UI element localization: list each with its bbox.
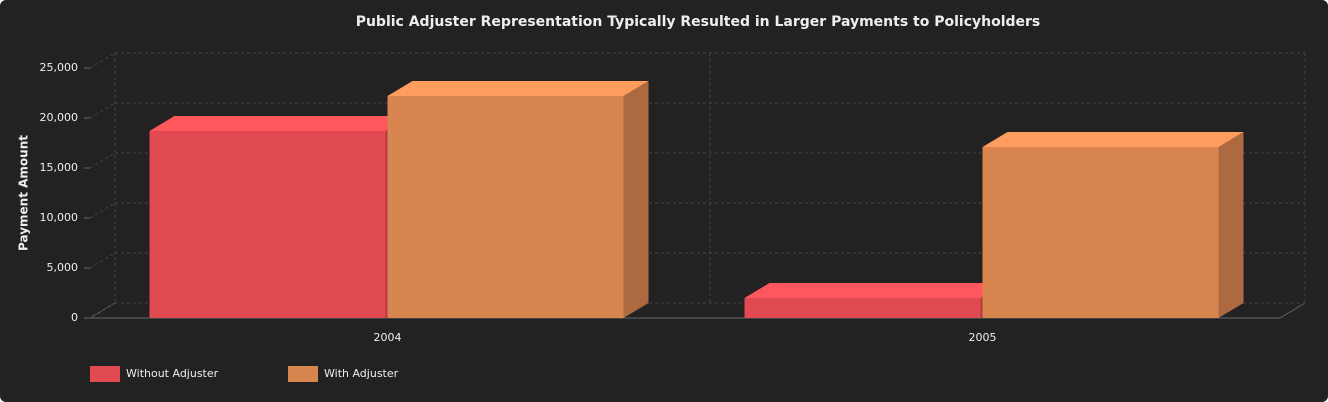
bar-top	[982, 132, 1244, 147]
y-tick-label: 10,000	[40, 211, 79, 224]
x-tick-label: 2004	[374, 331, 402, 344]
y-tick-label: 20,000	[40, 111, 79, 124]
grid-line-depth	[89, 302, 116, 319]
y-tick-label: 0	[71, 311, 78, 324]
bar	[387, 96, 624, 318]
bar-side	[623, 81, 649, 318]
bar	[744, 298, 981, 318]
grid-line-depth	[89, 202, 116, 219]
grid-line-depth	[89, 102, 116, 119]
legend-label: Without Adjuster	[126, 367, 219, 380]
bar-top	[149, 116, 411, 131]
y-tick-label: 5,000	[47, 261, 79, 274]
y-tick-label: 25,000	[40, 61, 79, 74]
x-tick-label: 2005	[969, 331, 997, 344]
bar	[982, 147, 1219, 318]
grid-line-depth	[89, 252, 116, 269]
legend-swatch[interactable]	[90, 366, 120, 382]
chart-title: Public Adjuster Representation Typically…	[356, 14, 1041, 30]
bar-top	[744, 283, 1006, 298]
y-axis-label: Payment Amount	[17, 135, 31, 251]
bar-top	[387, 81, 649, 96]
legend-swatch[interactable]	[288, 366, 318, 382]
grid-line-depth	[89, 52, 116, 69]
bar-side	[1218, 132, 1244, 318]
grid-line-depth	[89, 152, 116, 169]
y-tick-label: 15,000	[40, 161, 79, 174]
bar	[149, 131, 386, 318]
x-axis-depth	[1279, 302, 1306, 319]
legend-label: With Adjuster	[324, 367, 399, 380]
